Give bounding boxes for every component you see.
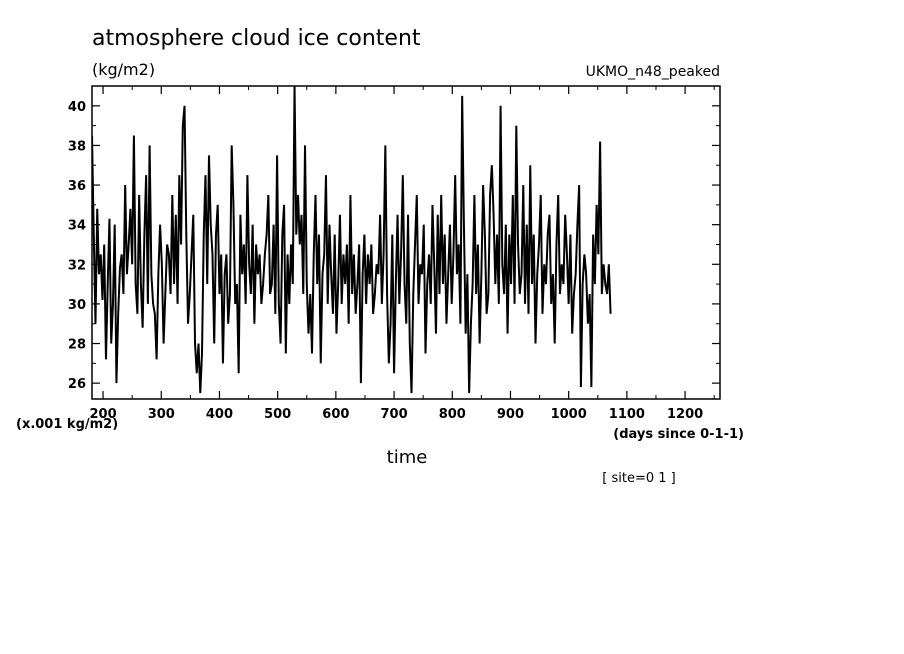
x-tick-labels: 200 300 400 500 600 700 800 900 1000 1100 1200 (89, 407, 703, 422)
x-tick-label: 1100 (609, 407, 645, 422)
x-tick-label: 1000 (551, 407, 587, 422)
x-tick-label: 500 (264, 407, 291, 422)
y-tick-labels: 26 28 30 32 34 36 38 40 (68, 100, 86, 392)
y-scale-note: (x.001 kg/m2) (16, 417, 118, 432)
y-tick-label: 40 (68, 100, 86, 115)
y-tick-label: 30 (68, 298, 86, 313)
series-line-0 (92, 86, 612, 394)
x-tick-label: 700 (380, 407, 407, 422)
x-tick-label: 200 (89, 407, 116, 422)
plot-frame (91, 85, 721, 400)
chart-title: atmosphere cloud ice content (92, 26, 421, 51)
chart-units: (kg/m2) (92, 60, 155, 79)
y-tick-label: 32 (68, 258, 86, 273)
x-tick-label: 600 (322, 407, 349, 422)
x-tick-label: 300 (148, 407, 175, 422)
x-tick-label: 400 (206, 407, 233, 422)
plot-data (92, 86, 612, 394)
site-label: [ site=0 1 ] (602, 471, 675, 486)
y-tick-label: 28 (68, 338, 86, 353)
x-tick-label: 800 (439, 407, 466, 422)
x-tick-label: 900 (497, 407, 524, 422)
y-tick-label: 26 (68, 377, 86, 392)
model-label: UKMO_n48_peaked (586, 64, 720, 80)
x-tick-label: 1200 (667, 407, 703, 422)
y-tick-label: 34 (68, 219, 86, 234)
x-axis-label: time (387, 447, 428, 468)
y-tick-label: 36 (68, 179, 86, 194)
x-units-note: (days since 0-1-1) (613, 427, 744, 442)
y-tick-label: 38 (68, 139, 86, 154)
